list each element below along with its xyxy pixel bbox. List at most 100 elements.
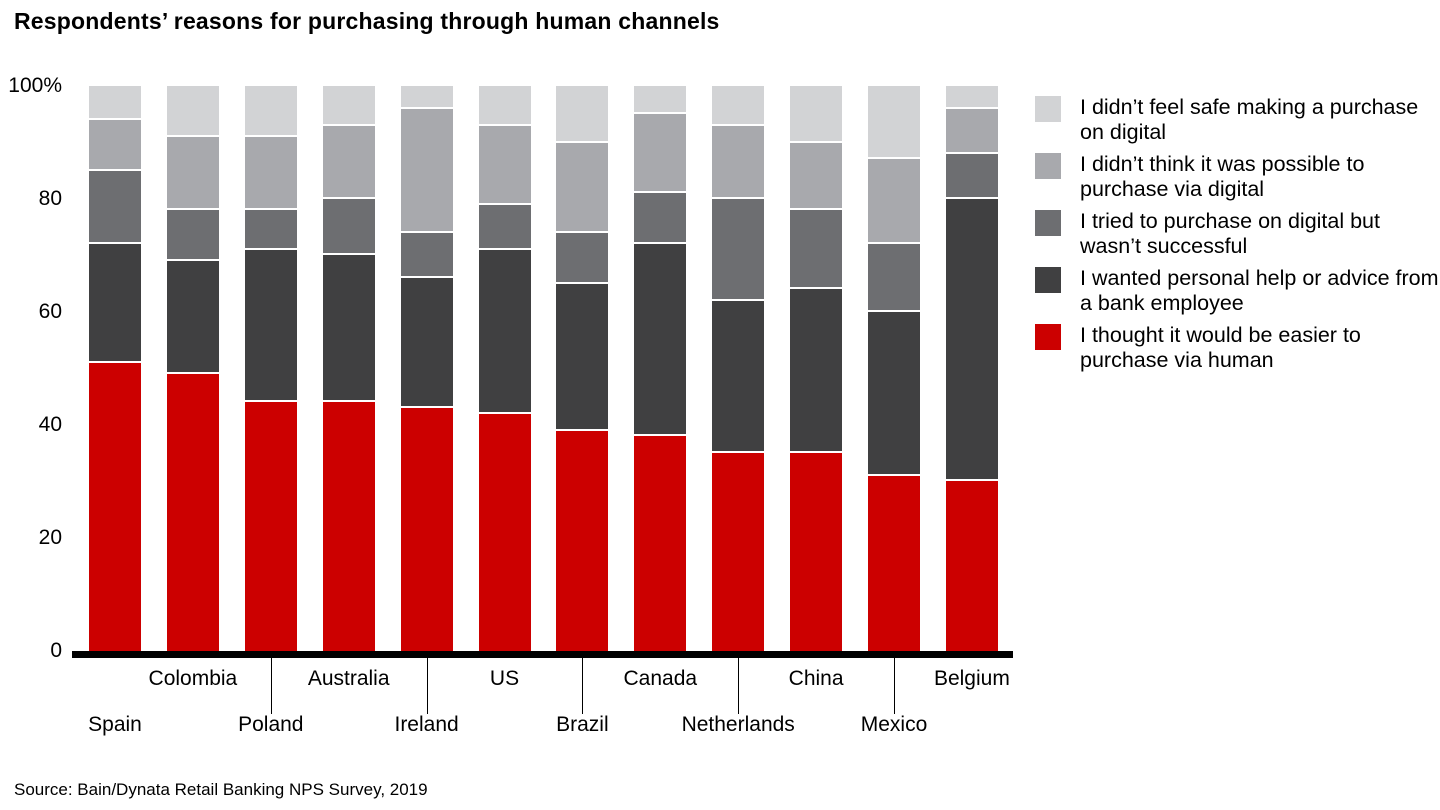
bar-segment [400, 278, 453, 409]
bar-segment [868, 159, 920, 245]
bar-segment [89, 86, 141, 120]
bar-segment [556, 86, 609, 143]
bar-canada [634, 86, 687, 651]
bar-segment [322, 125, 375, 199]
y-tick-label: 0 [50, 639, 62, 662]
bar-ireland [400, 86, 453, 651]
legend-item-5: I thought it would be easier to purchase… [1035, 323, 1440, 373]
bar-china [790, 86, 843, 651]
x-category-label: Canada [623, 667, 698, 690]
axis-leader-line [270, 657, 272, 714]
bar-segment [166, 374, 219, 651]
bar-segment [166, 210, 219, 262]
axis-leader-line [426, 657, 428, 714]
bar-segment [244, 86, 297, 137]
bar-segment [712, 125, 765, 199]
x-category-label: Poland [238, 713, 304, 736]
legend-label: I wanted personal help or advice from a … [1080, 266, 1439, 315]
bar-australia [322, 86, 375, 651]
bar-segment [945, 481, 998, 651]
bar-segment [790, 453, 843, 651]
bar-segment [89, 119, 141, 171]
bar-belgium [945, 86, 998, 651]
legend-item-1: I didn’t feel safe making a purchase on … [1035, 95, 1440, 145]
bar-segment [945, 153, 998, 199]
bar-netherlands [712, 86, 765, 651]
bar-brazil [556, 86, 609, 651]
chart-title: Respondents’ reasons for purchasing thro… [14, 8, 720, 34]
legend-item-4: I wanted personal help or advice from a … [1035, 266, 1440, 316]
source-note: Source: Bain/Dynata Retail Banking NPS S… [14, 780, 428, 799]
x-category-label: Mexico [860, 713, 928, 736]
bar-segment [790, 210, 843, 290]
bar-segment [166, 136, 219, 211]
legend-label: I tried to purchase on digital but wasn’… [1080, 209, 1380, 258]
bar-segment [790, 86, 843, 143]
bar-segment [712, 86, 765, 126]
x-category-label: Netherlands [681, 713, 795, 736]
bar-us [478, 86, 531, 651]
bar-segment [868, 475, 920, 651]
bar-segment [478, 204, 531, 250]
bar-colombia [166, 86, 219, 651]
bar-segment [244, 210, 297, 250]
bar-segment [634, 114, 687, 194]
bar-segment [790, 289, 843, 454]
x-category-label: US [489, 667, 520, 690]
axis-leader-line [582, 657, 584, 714]
plot-area [75, 86, 1010, 651]
bar-segment [400, 408, 453, 651]
bar-segment [790, 142, 843, 211]
y-axis-labels: 100% 80 60 40 20 0 [0, 0, 62, 810]
legend-swatch [1035, 210, 1061, 236]
bar-segment [634, 436, 687, 651]
bar-segment [244, 402, 297, 651]
bar-segment [634, 244, 687, 437]
bar-segment [322, 402, 375, 651]
bar-segment [868, 86, 920, 160]
bar-segment [634, 86, 687, 115]
legend-item-2: I didn’t think it was possible to purcha… [1035, 152, 1440, 202]
x-category-label: Colombia [148, 667, 238, 690]
y-tick-label: 40 [38, 413, 62, 436]
x-category-label: China [788, 667, 844, 690]
bar-segment [478, 86, 531, 126]
bar-segment [634, 193, 687, 245]
axis-leader-line [738, 657, 740, 714]
legend-swatch [1035, 96, 1061, 122]
x-category-label: Ireland [394, 713, 459, 736]
bar-segment [89, 244, 141, 363]
bar-segment [166, 261, 219, 375]
bar-segment [712, 198, 765, 301]
bar-segment [244, 249, 297, 403]
x-category-label: Australia [307, 667, 390, 690]
bar-segment [89, 362, 141, 651]
bar-segment [400, 86, 453, 109]
bar-segment [868, 311, 920, 476]
bar-segment [322, 198, 375, 256]
bar-segment [166, 86, 219, 137]
x-category-label: Brazil [556, 713, 609, 736]
x-category-label: Belgium [933, 667, 1010, 690]
legend-swatch [1035, 267, 1061, 293]
y-tick-label: 20 [38, 526, 62, 549]
bar-segment [478, 249, 531, 414]
bar-segment [945, 108, 998, 154]
x-axis-line [72, 651, 1013, 658]
legend-swatch [1035, 153, 1061, 179]
bar-segment [945, 86, 998, 109]
bar-segment [712, 300, 765, 454]
y-tick-label: 100% [8, 74, 62, 97]
legend-label: I didn’t feel safe making a purchase on … [1080, 95, 1419, 144]
y-tick-label: 80 [38, 187, 62, 210]
bar-segment [244, 136, 297, 211]
bar-poland [244, 86, 297, 651]
axis-leader-line [894, 657, 895, 714]
bar-segment [868, 244, 920, 312]
bar-spain [89, 86, 141, 651]
bar-segment [556, 232, 609, 284]
legend-item-3: I tried to purchase on digital but wasn’… [1035, 209, 1440, 259]
bar-mexico [868, 86, 920, 651]
bar-segment [89, 170, 141, 245]
legend-label: I thought it would be easier to purchase… [1080, 323, 1361, 372]
